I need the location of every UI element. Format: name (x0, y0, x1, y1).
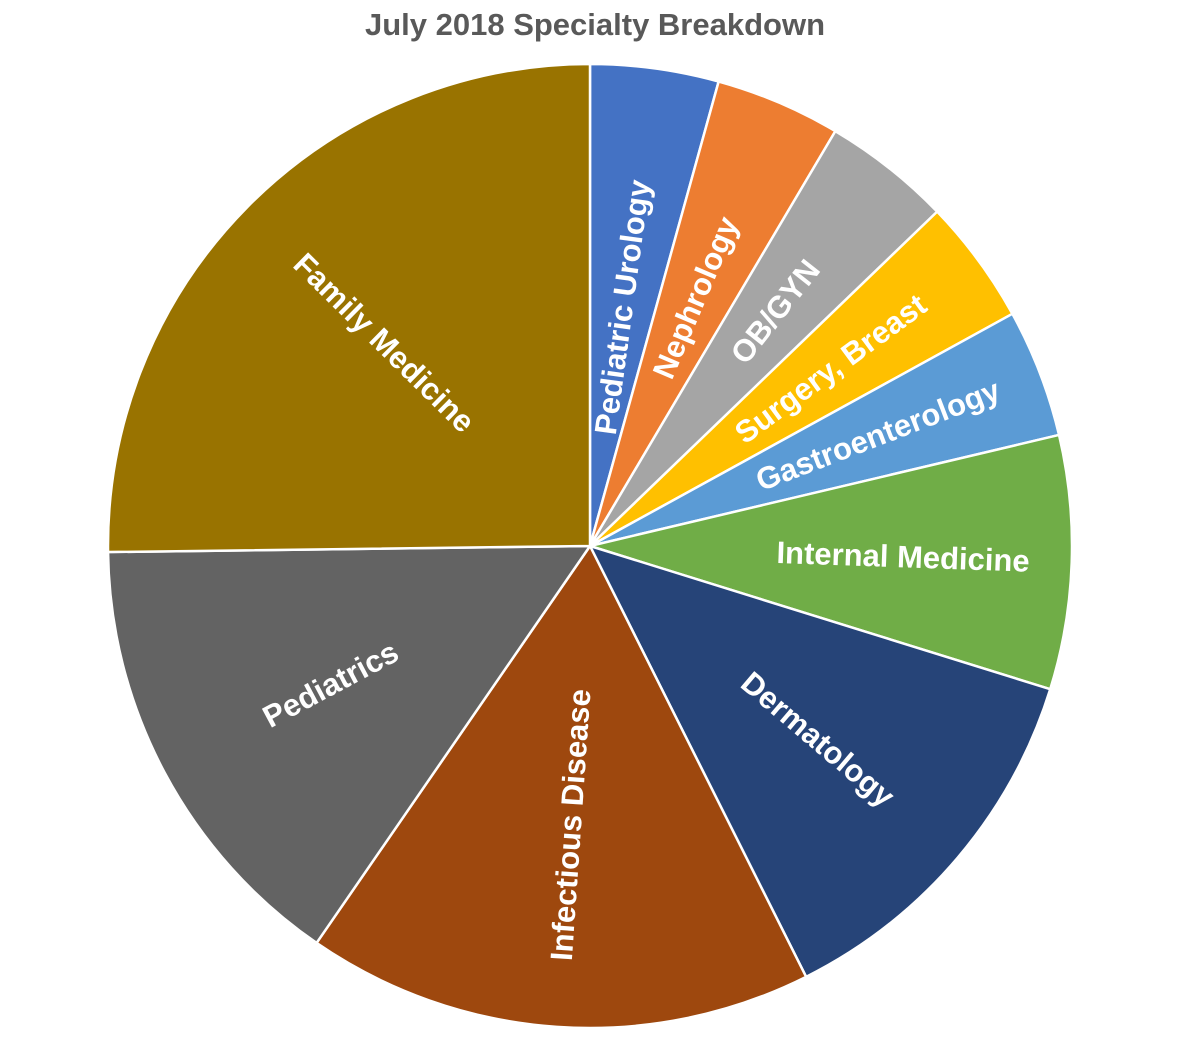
pie-slice-infectious-disease (315, 544, 808, 1030)
pie-slice-family-medicine (106, 62, 592, 554)
pie-slices (106, 62, 1074, 1030)
chart-title: July 2018 Specialty Breakdown (364, 7, 826, 42)
pie-slice-pediatrics (106, 544, 592, 945)
pie-slice-internal-medicine (588, 433, 1074, 691)
pie-label-internal-medicine: Internal Medicine (776, 535, 1030, 579)
pie-slice-dermatology (588, 544, 1052, 979)
